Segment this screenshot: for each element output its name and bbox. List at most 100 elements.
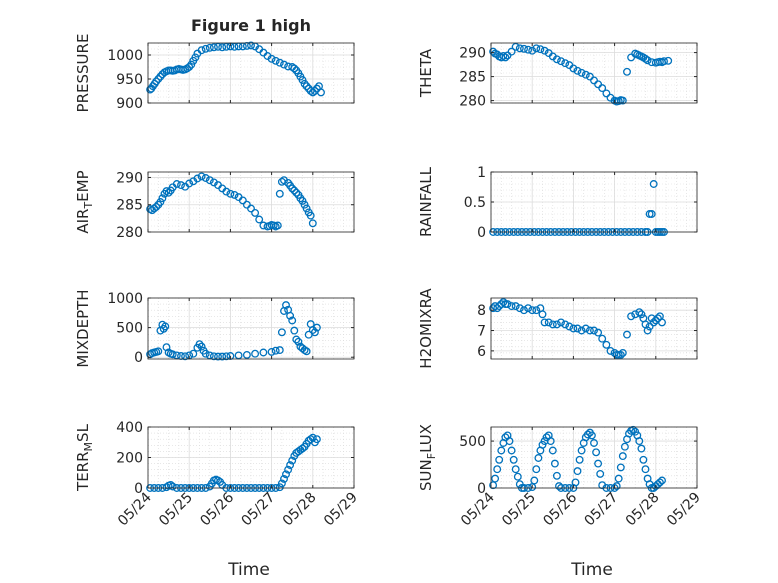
data-point [645,322,654,331]
data-point [520,306,528,315]
data-point [152,202,161,211]
data-point [623,67,631,76]
data-point [606,346,615,355]
data-point [569,324,578,333]
data-point [511,302,520,311]
data-point [520,44,528,53]
y-tick-label: 950 [116,72,143,88]
data-point [532,306,541,315]
data-point [308,433,317,442]
data-point [639,455,648,464]
data-point [524,45,533,54]
data-point [306,211,315,220]
y-axis-label-main: RAINFALL [417,166,435,237]
data-point [544,318,553,327]
y-axis-label: RAINFALL [417,166,435,237]
data-point [230,42,239,51]
subplot-4: 0 0.5 1 RAINFALL [417,165,698,241]
data-point [292,335,301,344]
data-point [275,58,284,67]
data-point [618,96,627,105]
data-point [154,347,163,356]
y-tick-label: 1 [477,165,486,181]
subplot-1: 900 950 1000 PRESSURE [74,34,355,112]
data-point [185,179,194,188]
data-point [275,346,284,355]
data-point [507,47,516,56]
data-point [197,46,206,55]
data-point [197,342,206,351]
data-point [585,326,594,335]
data-point [557,318,565,327]
data-point [635,437,644,446]
data-point [271,346,280,355]
data-point [620,442,629,451]
data-point [590,439,598,447]
data-point [491,474,500,483]
data-point [637,310,646,319]
data-point [540,46,549,55]
data-point [292,188,301,197]
data-point [267,347,276,356]
data-point [573,324,582,333]
data-point [509,455,518,464]
data-point [561,59,570,68]
data-point [277,328,286,337]
y-tick-label: 0 [134,350,143,366]
data-point [187,60,196,69]
data-point [156,72,165,81]
data-point [189,349,198,358]
data-point [612,482,621,491]
data-point [649,318,658,327]
data-point [592,448,601,457]
data-point [524,304,533,313]
data-point [156,198,165,206]
data-point [222,42,231,51]
data-point [158,194,167,203]
data-point [308,219,317,228]
data-point [205,43,214,52]
data-point [286,311,295,320]
data-point [308,326,317,334]
data-point [259,348,268,357]
data-point [590,76,598,85]
data-point [540,318,549,327]
data-point [550,459,559,468]
y-tick-label: 7 [477,324,486,340]
data-point [230,190,239,199]
data-point [643,56,652,65]
data-point [168,350,177,359]
y-tick-label: 0.5 [464,195,486,211]
data-point [294,337,303,346]
data-point [503,300,512,309]
y-tick-label: 285 [116,198,143,214]
data-point [310,328,319,337]
data-point [649,180,658,188]
data-point [594,328,603,337]
y-tick-label: 280 [459,94,486,110]
y-axis-label-main: THETA [417,48,435,98]
data-point [288,456,297,465]
data-point [658,318,666,327]
data-point [284,465,293,474]
y-tick-label: 290 [116,170,143,186]
data-point [280,60,288,69]
data-point [577,326,586,335]
data-point [552,320,561,329]
data-point [594,459,603,468]
data-point [302,82,311,91]
y-tick-label: 400 [116,420,143,436]
x-axis-label: Time [570,560,613,580]
data-point [561,320,570,329]
data-point [275,483,284,492]
data-point [655,478,664,487]
data-point [552,55,561,64]
data-point [616,350,625,359]
data-point [162,187,171,196]
y-axis-label: H2OMIXRA [417,288,435,369]
axes-frame [490,426,698,489]
data-point [614,474,623,483]
data-point [548,320,557,329]
data-point [286,461,295,470]
y-axis-label: AIRTEMP [74,170,95,233]
